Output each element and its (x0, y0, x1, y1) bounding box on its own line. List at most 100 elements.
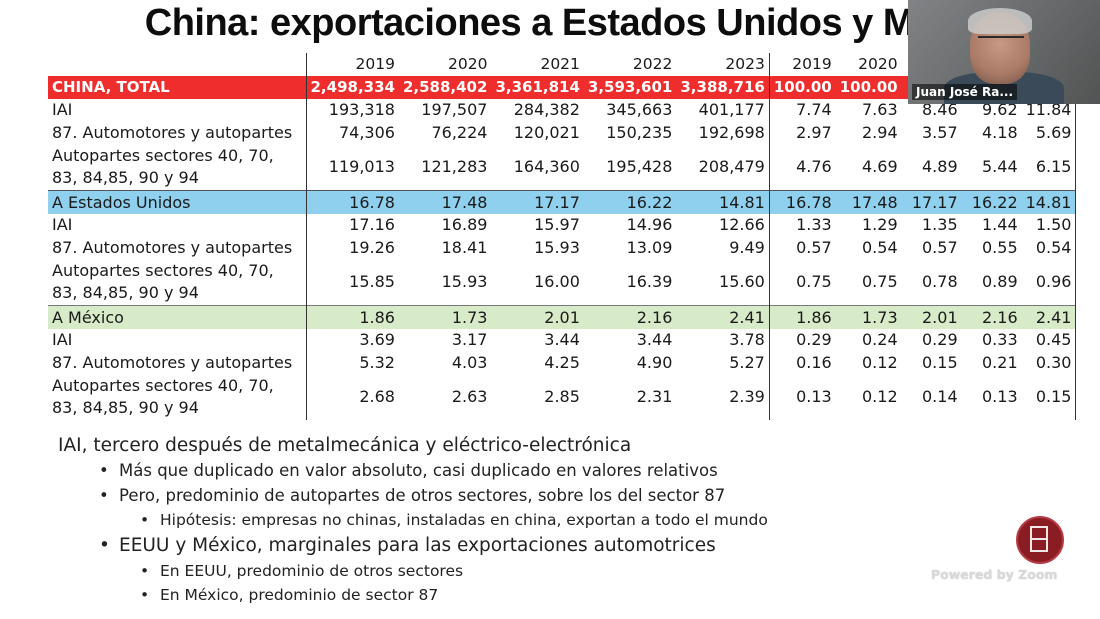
data-cell: 11.84 (1021, 98, 1077, 122)
data-cell: 3.17 (451, 330, 488, 350)
data-cell: 1.35 (922, 215, 958, 235)
data-cell: 2.63 (451, 387, 488, 407)
year-header: 2021 (540, 54, 580, 73)
data-cell: 7.63 (862, 100, 898, 120)
data-cell: 4.03 (451, 353, 488, 373)
data-cell: 16.78 (305, 189, 399, 214)
data-cell: 2.41 (676, 304, 770, 329)
row-label: IAI (52, 330, 73, 350)
table-row: IAI 193,318 197,507 284,382 345,663 401,177 7.… (48, 98, 1077, 122)
data-cell: 18.41 (441, 238, 488, 258)
year-header: 2022 (632, 54, 673, 73)
data-cell: 345,663 (606, 100, 673, 120)
data-cell: 0.12 (862, 353, 898, 373)
data-cell: 7.74 (768, 98, 836, 122)
data-cell: 14.81 (1021, 189, 1077, 214)
data-cell: 0.54 (862, 238, 898, 258)
table-row: A México 1.86 1.73 2.01 2.16 2.41 1.86 1.73 2.01… (48, 304, 1077, 329)
table-row: 87. Automotores y autopartes 5.32 4.03 4.25… (48, 351, 1077, 375)
data-cell: 13.09 (626, 238, 673, 258)
data-cell: 0.14 (922, 387, 958, 407)
data-cell: 0.15 (922, 353, 958, 373)
ccm-logo-icon (1016, 516, 1064, 564)
data-cell: 3.44 (636, 330, 673, 350)
data-cell: 119,013 (305, 144, 399, 191)
data-cell: 4.76 (768, 144, 836, 191)
data-cell: 2.01 (901, 304, 962, 329)
data-cell: 2.01 (491, 304, 584, 329)
data-cell: 3.57 (922, 123, 958, 143)
data-cell: 0.29 (768, 328, 836, 352)
data-cell: 16.22 (961, 189, 1022, 214)
bullet-icon: • (140, 586, 150, 604)
table-row: Autopartes sectores 40, 70, 83, 84,85, 9… (48, 374, 1077, 420)
data-cell: 1.44 (982, 215, 1018, 235)
table-row: 87. Automotores y autopartes 19.26 18.41 15… (48, 236, 1077, 260)
data-cell: 14.96 (626, 215, 673, 235)
data-cell: 2.68 (305, 374, 399, 420)
data-cell: 120,021 (513, 123, 580, 143)
year-header: 2020 (858, 54, 898, 73)
data-cell: 195,428 (606, 157, 673, 177)
data-cell: 5.27 (729, 353, 765, 373)
data-cell: 16.78 (768, 189, 836, 214)
row-label: CHINA, TOTAL (48, 75, 306, 99)
data-cell: 17.17 (901, 189, 962, 214)
row-label: Autopartes sectores 40, 70, 83, 84,85, 9… (52, 375, 274, 417)
data-cell: 15.97 (534, 215, 580, 235)
data-cell: 1.33 (768, 213, 836, 237)
data-cell: 5.32 (305, 351, 399, 375)
table-row: A Estados Unidos 16.78 17.48 17.17 16.22 14.8… (48, 189, 1077, 214)
note-bullet-3: • EEUU y México, marginales para las expo… (99, 535, 716, 556)
data-cell: 0.13 (982, 387, 1018, 407)
data-cell: 2.94 (862, 123, 898, 143)
data-cell: 74,306 (305, 121, 399, 145)
data-cell: 17.48 (398, 189, 492, 214)
data-cell: 17.16 (305, 213, 399, 237)
logo-mark (1030, 526, 1048, 552)
data-cell: 9.49 (729, 238, 765, 258)
row-label: A Estados Unidos (48, 189, 306, 214)
data-cell: 15.60 (719, 272, 765, 292)
data-cell: 0.45 (1021, 328, 1077, 352)
data-cell: 0.54 (1021, 236, 1077, 260)
header-empty-cell (48, 53, 306, 76)
data-cell: 4.90 (636, 353, 673, 373)
data-cell: 0.75 (862, 272, 898, 292)
data-cell: 3,388,716 (676, 75, 770, 99)
data-cell: 2.31 (636, 387, 673, 407)
data-cell: 0.89 (982, 272, 1018, 292)
data-cell: 1.50 (1021, 213, 1077, 237)
data-cell: 0.29 (922, 330, 958, 350)
data-cell: 121,283 (421, 157, 488, 177)
year-header: 2020 (447, 54, 488, 73)
year-header: 2019 (305, 53, 399, 76)
table-row: Autopartes sectores 40, 70, 83, 84,85, 9… (48, 144, 1077, 191)
note-main: IAI, tercero después de metalmecánica y … (58, 435, 632, 456)
bullet-icon: • (140, 562, 150, 580)
participant-video-tile[interactable]: Juan José Ra... (908, 0, 1100, 104)
data-cell: 3.69 (305, 328, 399, 352)
data-cell: 6.15 (1021, 144, 1077, 191)
data-cell: 16.89 (441, 215, 488, 235)
row-label: A México (48, 304, 306, 329)
powered-by-zoom-watermark: Powered by Zoom (931, 567, 1058, 582)
data-cell: 284,382 (513, 100, 580, 120)
data-cell: 2,588,402 (398, 75, 492, 99)
data-cell: 4.18 (982, 123, 1018, 143)
data-cell: 208,479 (698, 157, 765, 177)
data-cell: 16.22 (583, 189, 677, 214)
row-label: Autopartes sectores 40, 70, 83, 84,85, 9… (52, 145, 274, 187)
data-cell: 0.15 (1021, 374, 1077, 420)
note-bullet-1: • Más que duplicado en valor absoluto, ca… (99, 461, 718, 480)
data-cell: 16.00 (534, 272, 580, 292)
data-cell: 197,507 (421, 100, 488, 120)
data-cell: 12.66 (719, 215, 765, 235)
table-row: IAI 3.69 3.17 3.44 3.44 3.78 0.29 0.24 0.29 0.33 0… (48, 328, 1077, 352)
exports-table: 2019202020212022202320192020202CHINA, TO… (48, 53, 1077, 420)
data-cell: 3.78 (729, 330, 765, 350)
row-label: 87. Automotores y autopartes (52, 353, 293, 373)
row-label: IAI (52, 215, 73, 235)
data-cell: 2.85 (544, 387, 580, 407)
data-cell: 8.46 (922, 100, 958, 120)
